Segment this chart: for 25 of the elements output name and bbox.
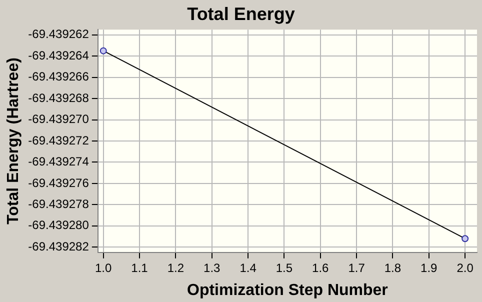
y-tick-label: -69.439276 <box>28 176 90 190</box>
y-tick-label: -69.439272 <box>28 133 90 148</box>
y-tick-label: -69.439268 <box>28 90 90 105</box>
y-tick-label: -69.439274 <box>28 154 90 169</box>
x-tick-label: 1.6 <box>312 260 330 275</box>
y-axis-title: Total Energy (Hartree) <box>5 58 22 224</box>
x-tick-label: 1.9 <box>420 260 438 275</box>
y-tick-label: -69.439280 <box>28 218 90 232</box>
y-tick-label: -69.439270 <box>28 112 90 126</box>
y-tick-label: -69.439262 <box>28 27 90 42</box>
y-tick-label: -69.439266 <box>28 70 90 84</box>
y-tick-label: -69.439264 <box>28 48 90 62</box>
y-tick-label: -69.439278 <box>28 196 90 211</box>
x-tick-label: 1.8 <box>384 260 402 275</box>
chart-title: Total Energy <box>187 4 295 24</box>
x-tick-label: 1.5 <box>276 260 293 275</box>
x-tick-label: 1.4 <box>240 260 257 275</box>
x-tick-label: 1.3 <box>204 260 221 275</box>
x-axis-title: Optimization Step Number <box>187 282 388 299</box>
x-tick-label: 1.2 <box>167 260 184 275</box>
y-tick-label: -69.439282 <box>28 239 90 254</box>
x-tick-label: 2.0 <box>456 260 474 275</box>
x-tick-label: 1.1 <box>131 260 148 275</box>
x-tick-label: 1.0 <box>95 260 112 275</box>
x-tick-label: 1.7 <box>348 260 366 275</box>
